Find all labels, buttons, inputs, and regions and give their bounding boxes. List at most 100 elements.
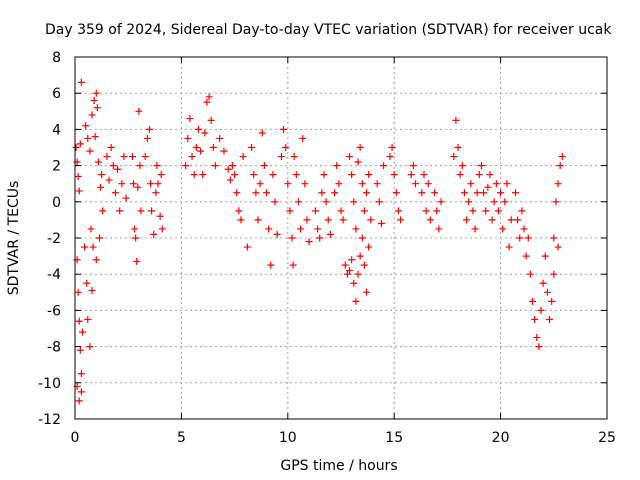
data-point [89,243,97,251]
data-point [518,207,526,215]
data-point [118,180,126,188]
data-point [452,116,460,124]
data-point [543,288,551,296]
data-point [280,125,288,133]
data-point [375,198,383,206]
data-point [190,171,198,179]
data-point [324,216,332,224]
data-point [97,183,105,191]
data-point [526,270,534,278]
data-point [492,180,500,188]
data-point [363,189,371,197]
data-point [350,279,358,287]
data-point [231,171,239,179]
data-point [226,176,234,184]
data-point [437,198,445,206]
data-point [237,216,245,224]
data-point [120,153,128,161]
data-point [354,158,362,166]
data-point [216,134,224,142]
data-point [550,234,558,242]
data-point [486,171,494,179]
data-point [288,234,296,242]
data-point [460,189,468,197]
data-point [186,115,194,123]
data-point [331,189,339,197]
data-point [539,279,547,287]
data-point [465,198,473,206]
data-point [475,171,483,179]
data-point [294,198,302,206]
data-point [114,165,122,173]
data-point [224,165,232,173]
y-tick-label: -2 [47,231,61,247]
data-point [116,207,124,215]
y-axis-label: SDTVAR / TECUs [6,181,22,296]
data-point [435,225,443,233]
data-point [494,207,502,215]
data-point [188,153,196,161]
data-point [248,144,256,151]
data-point [243,243,251,251]
data-point [211,162,219,170]
data-point [546,315,554,323]
data-point [135,107,143,115]
data-point [130,180,138,188]
data-point [418,189,426,197]
data-point [148,207,156,215]
data-point [388,144,396,151]
data-point [354,270,362,278]
data-point [482,207,490,215]
data-point [358,180,366,188]
data-point [301,180,309,188]
data-point [105,176,113,184]
data-point [239,153,247,161]
x-tick-label: 0 [71,430,80,446]
data-point [541,252,549,260]
data-point [426,216,434,224]
data-point [154,180,162,188]
data-point [505,243,513,251]
data-point [84,134,92,142]
data-point [145,125,153,133]
data-point [133,258,141,266]
data-point [141,153,149,161]
data-point [256,180,264,188]
y-tick-label: -6 [47,303,61,319]
data-point [558,153,566,161]
data-point [407,171,415,179]
data-point [373,180,381,188]
data-point [77,78,85,86]
data-point [556,162,564,170]
data-point [463,216,471,224]
data-point [182,162,190,170]
data-point [297,225,305,233]
data-point [346,267,354,275]
data-point [467,180,475,188]
data-point [318,189,326,197]
y-tick-label: -8 [47,340,61,356]
data-point [93,104,101,112]
x-tick-label: 5 [177,430,186,446]
data-point [529,297,537,305]
data-point [424,180,432,188]
data-point [533,334,541,342]
data-point [134,183,142,191]
data-point [350,198,358,206]
data-point [420,171,428,179]
data-point [484,183,492,191]
data-point [132,234,140,242]
data-point [348,256,356,264]
data-point [260,162,268,170]
y-tick-label: 2 [52,159,61,175]
data-point [514,216,522,224]
data-point [92,256,100,264]
data-point [75,397,83,405]
data-point [473,189,481,197]
data-point [258,129,266,137]
data-point [157,171,165,179]
data-point [76,346,84,354]
data-point [131,225,139,233]
data-point [150,230,158,238]
